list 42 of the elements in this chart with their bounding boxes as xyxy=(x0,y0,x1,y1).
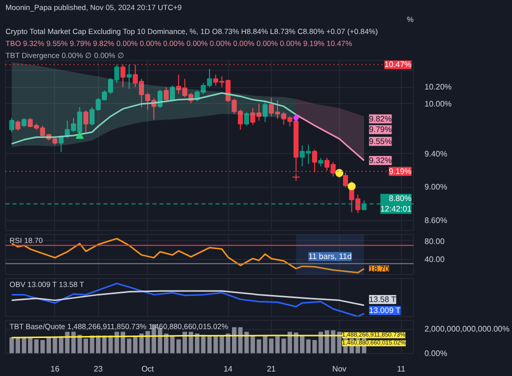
candlestick xyxy=(262,102,268,123)
candlestick xyxy=(244,112,250,126)
y-tick-label: 9.40% xyxy=(424,149,448,158)
annotation: 13.58 T xyxy=(369,295,396,304)
x-tick-label: 23 xyxy=(94,364,104,374)
y-tick-label: 9.00% xyxy=(424,182,448,192)
x-tick-label: 21 xyxy=(266,364,276,374)
ref-line-label: 9.19% xyxy=(388,166,412,176)
x-tick-label: Nov xyxy=(332,364,346,374)
y-tick-label: 80.00 xyxy=(424,236,446,246)
annotation: 9.82% xyxy=(369,114,392,124)
x-tick-label: Oct xyxy=(141,364,155,374)
x-tick-label: 11 xyxy=(396,364,406,374)
ref-line-label: 10.47% xyxy=(384,60,412,70)
annotation: 9.55% xyxy=(369,136,392,146)
annotation: 9.32% xyxy=(369,156,392,165)
ref-line-label: 8.80% 12:42:01 xyxy=(380,194,412,214)
point xyxy=(348,182,356,190)
annotation: 9.79% xyxy=(369,125,392,134)
y-tick-label: 8.60% xyxy=(424,216,448,225)
candlestick xyxy=(164,86,169,103)
candlestick xyxy=(126,64,132,90)
line-series xyxy=(10,238,365,274)
point xyxy=(76,132,84,139)
candlestick xyxy=(83,110,88,133)
annotation: 13.009 T xyxy=(369,306,401,315)
y-tick-label: 10.00% xyxy=(424,99,452,108)
x-tick-label: 16 xyxy=(50,364,60,374)
x-tick-label: 14 xyxy=(224,364,234,374)
annotation: 18.70 xyxy=(369,264,390,274)
candlestick xyxy=(22,118,27,128)
candlestick xyxy=(15,120,20,131)
y-tick-label: 10.20% xyxy=(424,82,452,92)
y-tick-label: 0.00% xyxy=(424,349,448,358)
candlestick xyxy=(9,118,14,133)
candlestick xyxy=(158,89,163,108)
candlestick xyxy=(170,85,175,102)
band-label: 11 bars, 11d xyxy=(308,252,352,261)
y-tick-label: 40.00 xyxy=(424,255,446,264)
point xyxy=(292,173,300,182)
y-tick-label: 2,000,000,000,000.00% xyxy=(424,324,510,334)
point xyxy=(293,114,299,122)
